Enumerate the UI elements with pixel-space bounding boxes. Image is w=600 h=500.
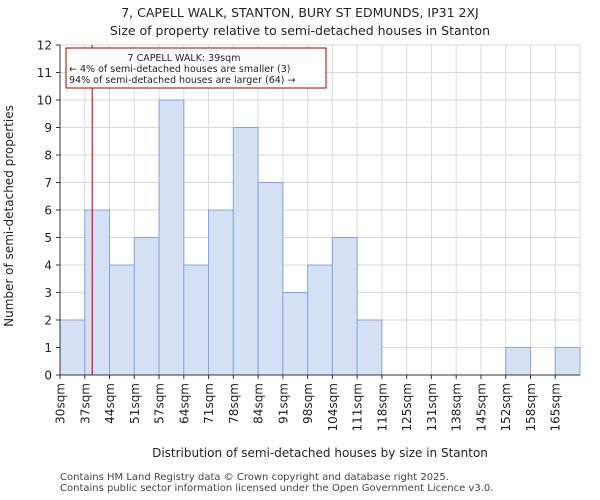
y-tick-label: 7 [44,176,52,190]
x-tick-label: 104sqm [326,383,340,431]
y-tick-label: 5 [44,231,52,245]
x-tick-label: 37sqm [78,383,92,424]
y-tick-label: 3 [44,286,52,300]
y-tick-label: 1 [44,341,52,355]
x-tick-label: 131sqm [425,383,439,431]
x-tick-label: 51sqm [128,383,142,424]
histogram-bar [183,264,210,376]
y-tick-label: 6 [44,204,52,218]
x-tick-label: 165sqm [549,383,563,431]
annotation-line-3: 94% of semi-detached houses are larger (… [69,75,296,86]
x-tick-label: 64sqm [177,383,191,424]
x-tick-label: 158sqm [524,383,538,431]
x-tick-label: 145sqm [474,383,488,431]
histogram-bar [232,127,259,376]
x-tick-label: 98sqm [301,383,315,424]
chart-title: 7, CAPELL WALK, STANTON, BURY ST EDMUNDS… [121,5,479,20]
annotation-line-2: ← 4% of semi-detached houses are smaller… [69,64,290,75]
y-tick-label: 0 [44,369,52,383]
x-tick-label: 152sqm [499,383,513,431]
x-tick-label: 71sqm [202,383,216,424]
histogram-bar [208,209,234,376]
x-tick-label: 118sqm [375,383,389,431]
x-tick-label: 30sqm [54,383,68,424]
y-tick-label: 10 [37,94,52,108]
y-tick-label: 9 [44,121,52,135]
histogram-bar [505,347,531,376]
histogram-bar [356,319,383,376]
x-tick-label: 78sqm [227,383,241,424]
y-tick-label: 12 [37,39,52,53]
x-tick-label: 57sqm [153,383,167,424]
y-axis-label: Number of semi-detached properties [2,105,16,327]
annotation-line-1: 7 CAPELL WALK: 39sqm [128,53,241,64]
histogram-bar [109,264,135,376]
y-tick-label: 8 [44,149,52,163]
histogram-bar [307,264,333,376]
y-tick-label: 2 [44,314,52,328]
x-tick-label: 125sqm [400,383,414,431]
footer-copyright: Contains HM Land Registry data © Crown c… [60,472,449,483]
x-axis-label: Distribution of semi-detached houses by … [152,446,488,460]
footer-licence: Contains public sector information licen… [60,483,494,494]
annotation-box [65,47,327,89]
y-tick-label: 11 [37,66,52,80]
x-tick-label: 84sqm [252,383,266,424]
histogram-bar [282,292,309,376]
histogram-bar [331,237,358,376]
x-tick-label: 44sqm [103,383,117,424]
x-tick-label: 91sqm [276,383,290,424]
y-tick-label: 4 [44,259,52,273]
histogram-bar [257,182,284,376]
histogram-bar [84,209,111,376]
chart-subtitle: Size of property relative to semi-detach… [109,23,491,38]
histogram-bar [554,347,581,376]
histogram-bar [133,237,160,376]
x-tick-label: 138sqm [450,383,464,431]
histogram-bar [158,99,185,376]
histogram-bar [59,319,86,376]
x-tick-label: 111sqm [351,383,365,431]
